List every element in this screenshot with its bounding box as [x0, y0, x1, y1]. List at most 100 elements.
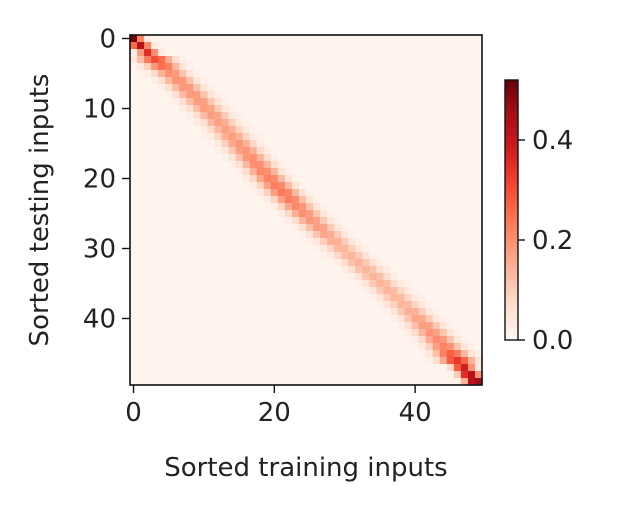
heatmap-cell	[397, 343, 406, 351]
heatmap-cell	[200, 49, 209, 57]
heatmap-cell	[207, 301, 216, 309]
heatmap-cell	[200, 182, 209, 190]
heatmap-cell	[362, 91, 370, 99]
heatmap-cell	[270, 350, 279, 358]
heatmap-cell	[418, 238, 427, 246]
heatmap-cell	[186, 294, 194, 302]
heatmap-cell	[390, 301, 399, 309]
heatmap-cell	[334, 105, 342, 113]
heatmap-cell	[383, 154, 392, 162]
heatmap-cell	[200, 175, 209, 183]
heatmap-cell	[376, 329, 385, 337]
heatmap-cell	[390, 343, 399, 351]
heatmap-cell	[376, 112, 385, 120]
heatmap-cell	[446, 357, 455, 365]
heatmap-cell	[355, 35, 363, 43]
heatmap-cell	[144, 182, 152, 190]
heatmap-cell	[144, 245, 152, 253]
heatmap-cell	[348, 168, 356, 176]
heatmap-cell	[207, 231, 216, 239]
heatmap-cell	[235, 273, 244, 281]
heatmap-cell	[165, 308, 173, 316]
heatmap-cell	[334, 231, 342, 239]
heatmap-cell	[327, 112, 335, 120]
heatmap-cell	[334, 175, 342, 183]
heatmap-cell	[327, 70, 335, 78]
heatmap-cell	[137, 84, 145, 92]
heatmap-cell	[467, 154, 476, 162]
heatmap-cell	[235, 77, 244, 85]
heatmap-cell	[404, 238, 413, 246]
heatmap-cell	[369, 252, 377, 260]
heatmap-cell	[418, 35, 427, 43]
heatmap-cell	[137, 273, 145, 281]
heatmap-cell	[467, 245, 476, 253]
heatmap-cell	[165, 343, 173, 351]
heatmap-cell	[446, 371, 455, 379]
heatmap-cell	[228, 371, 237, 379]
heatmap-cell	[193, 294, 201, 302]
heatmap-cell	[256, 280, 265, 288]
heatmap-cell	[130, 84, 138, 92]
heatmap-cell	[306, 217, 314, 225]
heatmap-cell	[158, 280, 166, 288]
heatmap-cell	[460, 161, 469, 169]
heatmap-cell	[277, 35, 286, 43]
heatmap-cell	[137, 378, 145, 386]
heatmap-cell	[320, 91, 328, 99]
heatmap-cell	[277, 140, 286, 148]
heatmap-cell	[320, 322, 328, 330]
heatmap-cell	[200, 350, 209, 358]
heatmap-cell	[432, 224, 441, 232]
heatmap-cell	[172, 224, 180, 232]
heatmap-cell	[137, 140, 145, 148]
heatmap-cell	[270, 259, 279, 267]
heatmap-cell	[418, 91, 427, 99]
heatmap-cell	[165, 196, 173, 204]
heatmap-cell	[277, 322, 286, 330]
heatmap-cell	[270, 196, 279, 204]
heatmap-cell	[130, 56, 138, 64]
heatmap-cell	[291, 84, 300, 92]
heatmap-cell	[467, 98, 476, 106]
heatmap-cell	[453, 378, 462, 386]
heatmap-cell	[313, 70, 321, 78]
heatmap-cell	[186, 77, 194, 85]
heatmap-cell	[418, 42, 427, 50]
heatmap-cell	[130, 287, 138, 295]
heatmap-cell	[221, 252, 230, 260]
heatmap-cell	[348, 273, 356, 281]
heatmap-cell	[263, 357, 272, 365]
heatmap-cell	[306, 378, 314, 386]
heatmap-cell	[172, 343, 180, 351]
heatmap-cell	[235, 70, 244, 78]
heatmap-cell	[320, 217, 328, 225]
heatmap-cell	[235, 371, 244, 379]
heatmap-cell	[460, 133, 469, 141]
heatmap-cell	[277, 154, 286, 162]
heatmap-cell	[369, 329, 377, 337]
heatmap-cell	[235, 210, 244, 218]
heatmap-cell	[235, 231, 244, 239]
heatmap-cell	[130, 217, 138, 225]
heatmap-cell	[284, 168, 293, 176]
heatmap-cell	[439, 252, 448, 260]
heatmap-cell	[460, 350, 469, 358]
heatmap-cell	[467, 112, 476, 120]
heatmap-cell	[432, 133, 441, 141]
heatmap-cell	[334, 329, 342, 337]
heatmap-cell	[313, 203, 321, 211]
heatmap-cell	[277, 350, 286, 358]
heatmap-cell	[432, 343, 441, 351]
heatmap-cell	[242, 77, 251, 85]
heatmap-cell	[376, 378, 385, 386]
heatmap-cell	[432, 294, 441, 302]
heatmap-cell	[165, 287, 173, 295]
heatmap-cell	[334, 287, 342, 295]
heatmap-cell	[284, 105, 293, 113]
heatmap-cell	[249, 266, 258, 274]
heatmap-cell	[249, 350, 258, 358]
heatmap-cell	[207, 343, 216, 351]
heatmap-cell	[263, 336, 272, 344]
heatmap-cell	[453, 84, 462, 92]
